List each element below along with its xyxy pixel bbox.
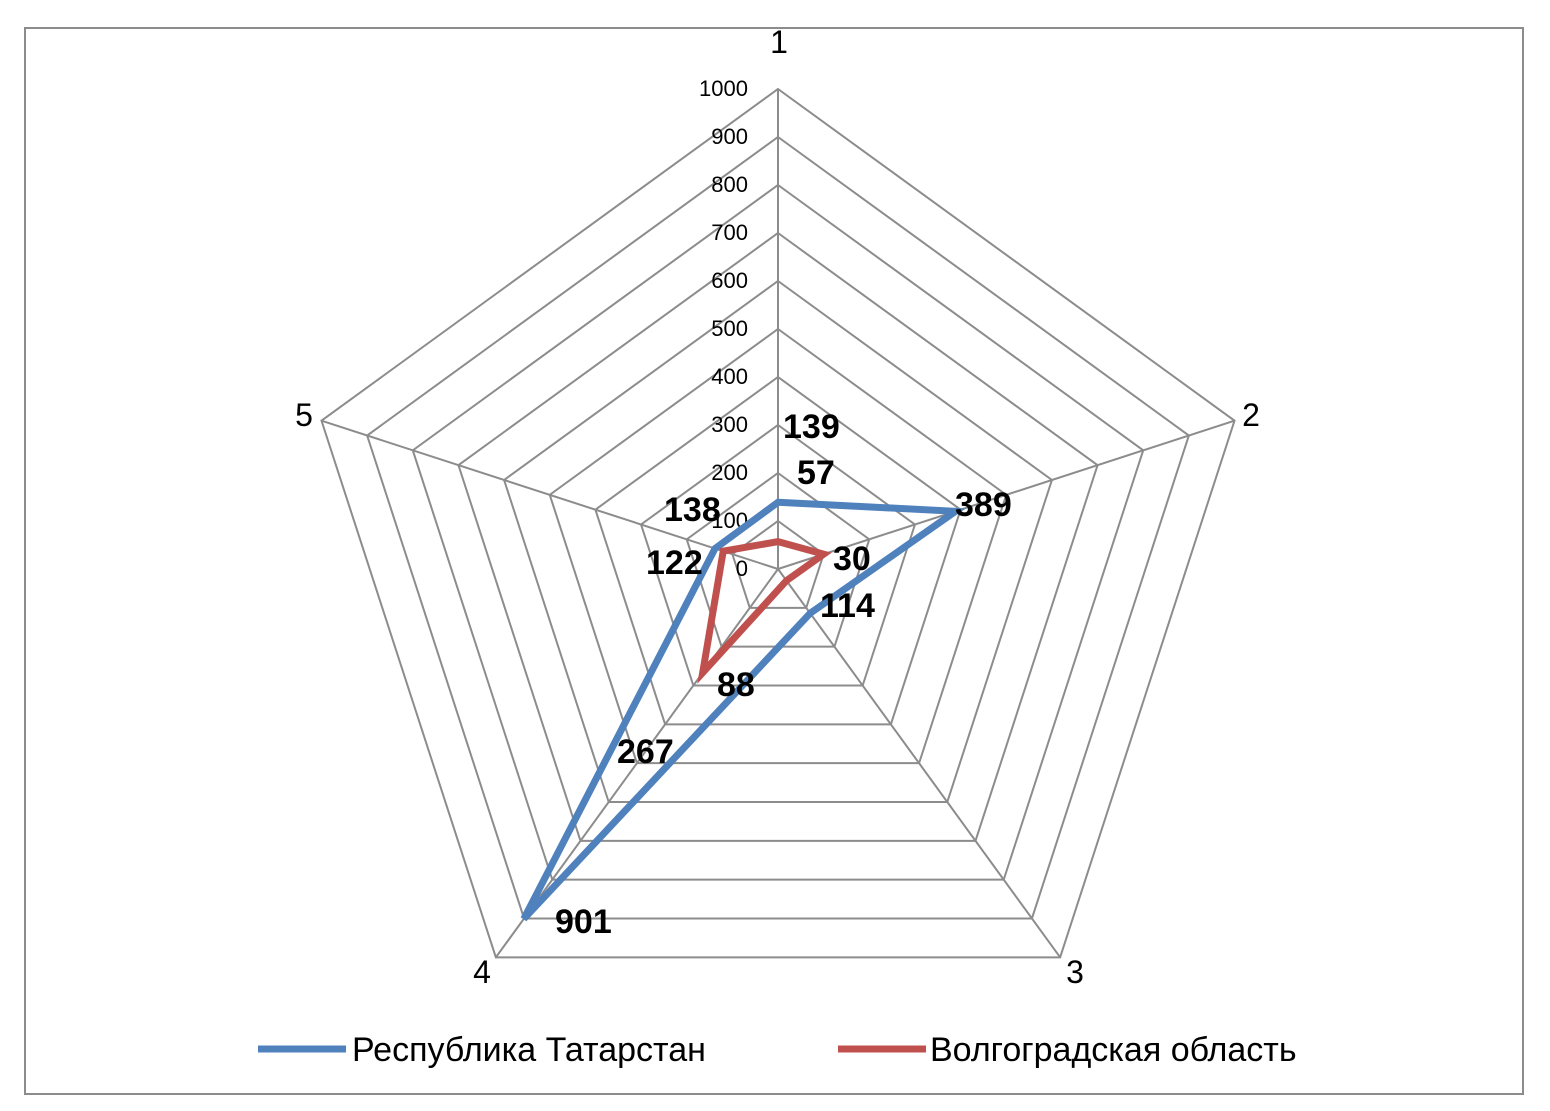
data-label-volgograd-1: 57 — [797, 454, 835, 492]
data-label-tatarstan-2: 389 — [955, 486, 1012, 524]
data-labels: 139 389 114 901 138 57 30 267 122 88 — [555, 408, 1012, 941]
tick-label: 0 — [736, 556, 748, 581]
tick-label: 400 — [711, 364, 748, 389]
data-label-volgograd-3: 30 — [833, 540, 871, 578]
legend-label-tatarstan: Республика Татарстан — [352, 1031, 706, 1069]
tick-label: 300 — [711, 412, 748, 437]
category-label: 3 — [1066, 954, 1084, 990]
grid-ring — [365, 135, 1191, 920]
grid-spoke — [777, 419, 1235, 570]
grid-ring — [411, 183, 1145, 881]
category-label: 2 — [1242, 397, 1260, 433]
tick-label: 500 — [711, 316, 748, 341]
series-lines — [520, 498, 966, 922]
tick-label: 200 — [711, 460, 748, 485]
radar-grid — [320, 87, 1236, 959]
category-label: 5 — [295, 397, 313, 433]
series-line-tatarstan — [520, 498, 966, 922]
tick-label: 800 — [711, 172, 748, 197]
legend-label-volgograd: Волгоградская область — [930, 1031, 1297, 1069]
grid-ring — [548, 327, 1008, 765]
series-line-volgograd — [697, 538, 832, 684]
radial-tick-labels: 0 100 200 300 400 500 600 700 800 900 10… — [699, 76, 748, 581]
legend: Республика Татарстан Волгоградская облас… — [258, 1031, 1297, 1069]
data-label-volgograd-4: 267 — [617, 733, 674, 771]
chart-frame — [24, 27, 1524, 1095]
grid-ring — [502, 279, 1054, 803]
grid-ring — [457, 231, 1099, 842]
data-label-tatarstan-1: 139 — [783, 408, 840, 446]
grid-spoke — [495, 568, 779, 958]
tick-label: 600 — [711, 268, 748, 293]
data-label-tatarstan-4: 901 — [555, 903, 612, 941]
category-labels: 1 2 3 4 5 — [295, 24, 1260, 990]
tick-label: 1000 — [699, 76, 748, 101]
grid-spoke — [321, 419, 779, 570]
category-label: 1 — [770, 24, 788, 60]
data-label-tatarstan-3: 114 — [820, 587, 875, 625]
data-label-volgograd-5: 122 — [646, 544, 703, 582]
data-label-extra: 88 — [717, 666, 755, 704]
tick-label: 700 — [711, 220, 748, 245]
data-label-tatarstan-5: 138 — [664, 491, 721, 529]
grid-spoke — [777, 568, 1061, 958]
category-label: 4 — [473, 954, 491, 990]
grid-ring — [320, 87, 1236, 959]
grid-ring — [594, 375, 962, 726]
tick-label: 900 — [711, 124, 748, 149]
